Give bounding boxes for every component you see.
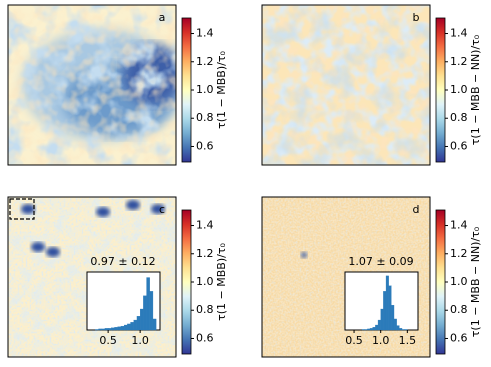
inset-annotation: 0.97 ± 0.12 (90, 255, 155, 268)
map-frame (261, 196, 431, 358)
map-frame (7, 4, 177, 166)
histogram-bar (98, 328, 102, 331)
colorbar-tick-label: 1.0 (450, 83, 468, 96)
inset-tick-label: 0.5 (99, 334, 117, 347)
histogram-bar (114, 327, 118, 331)
panel: b 0.6 0.8 1.0 1.2 1.4τ(1 − MBB − NN)/τ₀ (261, 4, 482, 166)
histogram-bar (127, 323, 131, 331)
histogram-bar (120, 325, 125, 331)
histogram-bar (364, 329, 368, 331)
panel: d 0.6 0.8 1.0 1.2 1.4τ(1 − MBB − NN)/τ₀ 1.07 ±… (261, 196, 482, 358)
colorbar-tick-label: 0.6 (196, 331, 214, 344)
panel-label: c (159, 203, 165, 216)
zoom-box (9, 198, 35, 220)
colorbar-tick-label: 1.2 (450, 55, 468, 68)
histogram-bar (146, 277, 150, 331)
colorbar-tick-label: 0.6 (450, 139, 468, 152)
histogram-bar (391, 304, 395, 331)
colorbar-tick-label: 0.6 (450, 331, 468, 344)
histogram-bar (369, 328, 373, 331)
colorbar-tick-label: 1.0 (450, 275, 468, 288)
inset-tick-label: 0.5 (345, 334, 363, 347)
colorbar-tick-label: 1.2 (196, 55, 214, 68)
inset-annotation: 1.07 ± 0.09 (348, 255, 413, 268)
histogram-bar (393, 318, 397, 331)
histogram-bar (152, 318, 157, 331)
colorbar-tick-label: 0.8 (196, 303, 214, 316)
histogram-bar (361, 329, 365, 331)
colorbar-tick-label: 1.4 (196, 27, 214, 40)
histogram-bar (367, 328, 371, 331)
colorbar (435, 209, 446, 355)
panel-label: a (159, 11, 166, 24)
inset-tick-label: 1.0 (372, 334, 390, 347)
colorbar (435, 17, 446, 163)
colorbar-tick-label: 1.4 (450, 27, 468, 40)
histogram-bar (399, 328, 403, 331)
map-image (262, 5, 430, 165)
histogram-bar (401, 329, 405, 331)
colorbar-tick-label: 1.2 (196, 247, 214, 260)
panel: a 0.6 0.8 1.0 1.2 1.4τ(1 − MBB)/τ₀ (7, 4, 228, 166)
histogram-bar (143, 295, 147, 331)
histogram-bar (130, 322, 134, 331)
histogram-bar (383, 291, 387, 331)
histogram-bar (133, 319, 138, 331)
colorbar-tick-label: 1.4 (450, 219, 468, 232)
colorbar-label: τ(1 − MBB − NN)/τ₀ (469, 34, 482, 145)
colorbar-tick-label: 0.8 (196, 111, 214, 124)
histogram-bar (404, 329, 408, 331)
colorbar (181, 209, 192, 355)
histogram-bar (139, 308, 144, 331)
histogram-bar (396, 325, 400, 331)
colorbar-label: τ(1 − MBB)/τ₀ (215, 51, 228, 129)
histogram-bar (101, 328, 106, 331)
colorbar-tick-label: 1.4 (196, 219, 214, 232)
histogram-bar (136, 316, 141, 331)
histogram-bar (104, 328, 109, 331)
histogram-bar (375, 324, 379, 331)
colorbar-label: τ(1 − MBB)/τ₀ (215, 243, 228, 321)
histogram-bar (149, 291, 154, 331)
colorbar-tick-label: 0.8 (450, 111, 468, 124)
colorbar (181, 17, 192, 163)
histogram-bar (388, 285, 392, 331)
histogram-bar (123, 324, 128, 331)
map-frame (7, 196, 177, 358)
inset-tick-label: 1.0 (131, 334, 149, 347)
histogram-bar (111, 327, 115, 331)
colorbar-tick-label: 0.8 (450, 303, 468, 316)
map-image (8, 5, 176, 165)
colorbar-label: τ(1 − MBB − NN)/τ₀ (469, 226, 482, 337)
map-frame (261, 4, 431, 166)
histogram-bar (107, 328, 112, 331)
inset-tick-label: 1.5 (399, 334, 417, 347)
histogram-bar (385, 275, 389, 331)
histogram-bar (377, 319, 381, 331)
histogram-bar (380, 308, 384, 331)
panel-label: b (413, 11, 420, 24)
histogram-bar (117, 326, 122, 331)
colorbar-tick-label: 0.6 (196, 139, 214, 152)
colorbar-tick-label: 1.0 (196, 275, 214, 288)
colorbar-tick-label: 1.2 (450, 247, 468, 260)
histogram-bar (95, 329, 99, 331)
histogram-bar (372, 327, 376, 331)
panel: c 0.6 0.8 1.0 1.2 1.4τ(1 − MBB)/τ₀ 0.97 ± 0.12… (7, 196, 228, 358)
panel-label: d (413, 203, 420, 216)
colorbar-tick-label: 1.0 (196, 83, 214, 96)
